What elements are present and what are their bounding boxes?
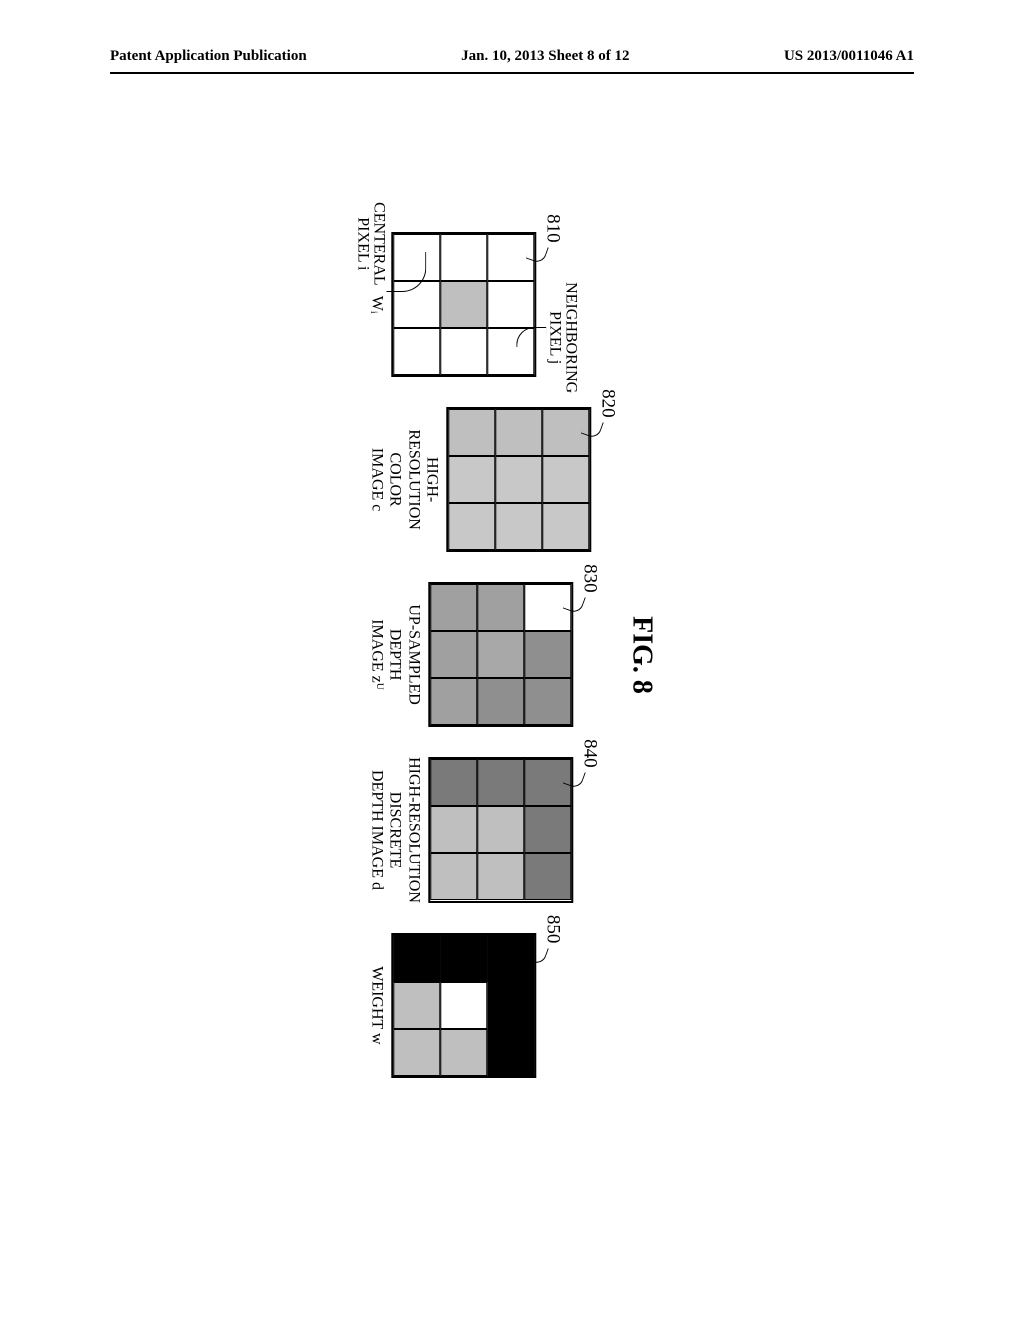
ref-number: 830 <box>578 564 600 593</box>
grid-caption: UP-SAMPLED DEPTH IMAGE zᵁ <box>367 582 422 727</box>
grid-cell <box>477 584 524 631</box>
grid-cell <box>440 935 487 982</box>
annotation-central-pixel: CENTERAL PIXEL i <box>354 202 386 286</box>
grid-cell <box>487 281 534 328</box>
grid-cell <box>495 456 542 503</box>
grid-cell <box>440 281 487 328</box>
grid-block-840: 840HIGH-RESOLUTION DISCRETE DEPTH IMAGE … <box>367 757 573 903</box>
grid-cell <box>524 853 571 900</box>
grid-cell <box>495 503 542 550</box>
leader-line <box>516 327 546 347</box>
grid-cell <box>393 328 440 375</box>
figure-title: FIG. 8 <box>625 155 657 1155</box>
ref-number: 820 <box>596 389 618 418</box>
grids-row: 810WᵢNEIGHBORING PIXEL jCENTERAL PIXEL i… <box>367 155 592 1155</box>
header-center: Jan. 10, 2013 Sheet 8 of 12 <box>461 48 629 65</box>
grid-cell <box>440 1029 487 1076</box>
grid-cell <box>524 806 571 853</box>
pixel-grid <box>428 757 573 903</box>
grid-cell <box>440 982 487 1029</box>
grid-cell <box>542 503 589 550</box>
header-rule <box>110 72 914 74</box>
ref-number: 840 <box>578 739 600 768</box>
ref-number: 810 <box>541 214 563 243</box>
grid-cell <box>393 1029 440 1076</box>
grid-cell <box>430 759 477 806</box>
grid-cell <box>393 935 440 982</box>
grid-cell <box>430 806 477 853</box>
patent-header: Patent Application Publication Jan. 10, … <box>0 48 1024 65</box>
grid-caption: WEIGHT w <box>367 933 385 1078</box>
grid-block-810: 810WᵢNEIGHBORING PIXEL jCENTERAL PIXEL i <box>367 232 536 377</box>
figure-8: FIG. 8 810WᵢNEIGHBORING PIXEL jCENTERAL … <box>367 155 658 1155</box>
grid-cell <box>477 631 524 678</box>
grid-cell <box>542 456 589 503</box>
grid-cell <box>448 409 495 456</box>
grid-cell <box>487 1029 534 1076</box>
pixel-grid <box>446 407 591 552</box>
grid-cell <box>477 759 524 806</box>
figure-container: FIG. 8 810WᵢNEIGHBORING PIXEL jCENTERAL … <box>0 155 1024 1155</box>
grid-cell <box>448 503 495 550</box>
grid-cell <box>430 631 477 678</box>
grid-cell <box>448 456 495 503</box>
grid-cell <box>393 982 440 1029</box>
grid-block-820: 820HIGH- RESOLUTION COLOR IMAGE c <box>367 407 592 552</box>
grid-cell <box>477 806 524 853</box>
grid-cell <box>524 678 571 725</box>
grid-cell <box>524 631 571 678</box>
pixel-grid <box>391 933 536 1078</box>
grid-cell <box>430 853 477 900</box>
grid-caption: HIGH- RESOLUTION COLOR IMAGE c <box>367 407 441 552</box>
grid-cell <box>477 853 524 900</box>
header-right: US 2013/0011046 A1 <box>784 48 914 65</box>
leader-line <box>386 252 426 292</box>
grid-cell <box>430 678 477 725</box>
grid-cell <box>487 982 534 1029</box>
header-left: Patent Application Publication <box>110 48 307 65</box>
grid-block-830: 830UP-SAMPLED DEPTH IMAGE zᵁ <box>367 582 573 727</box>
annotation-neighboring-pixel: NEIGHBORING PIXEL j <box>546 282 578 393</box>
pixel-grid <box>428 582 573 727</box>
grid-cell <box>440 234 487 281</box>
ref-number: 850 <box>541 915 563 944</box>
grid-cell <box>430 584 477 631</box>
grid-cell <box>440 328 487 375</box>
grid-cell <box>495 409 542 456</box>
grid-cell <box>477 678 524 725</box>
grid-caption: HIGH-RESOLUTION DISCRETE DEPTH IMAGE d <box>367 757 422 903</box>
grid-block-850: 850WEIGHT w <box>367 933 536 1078</box>
